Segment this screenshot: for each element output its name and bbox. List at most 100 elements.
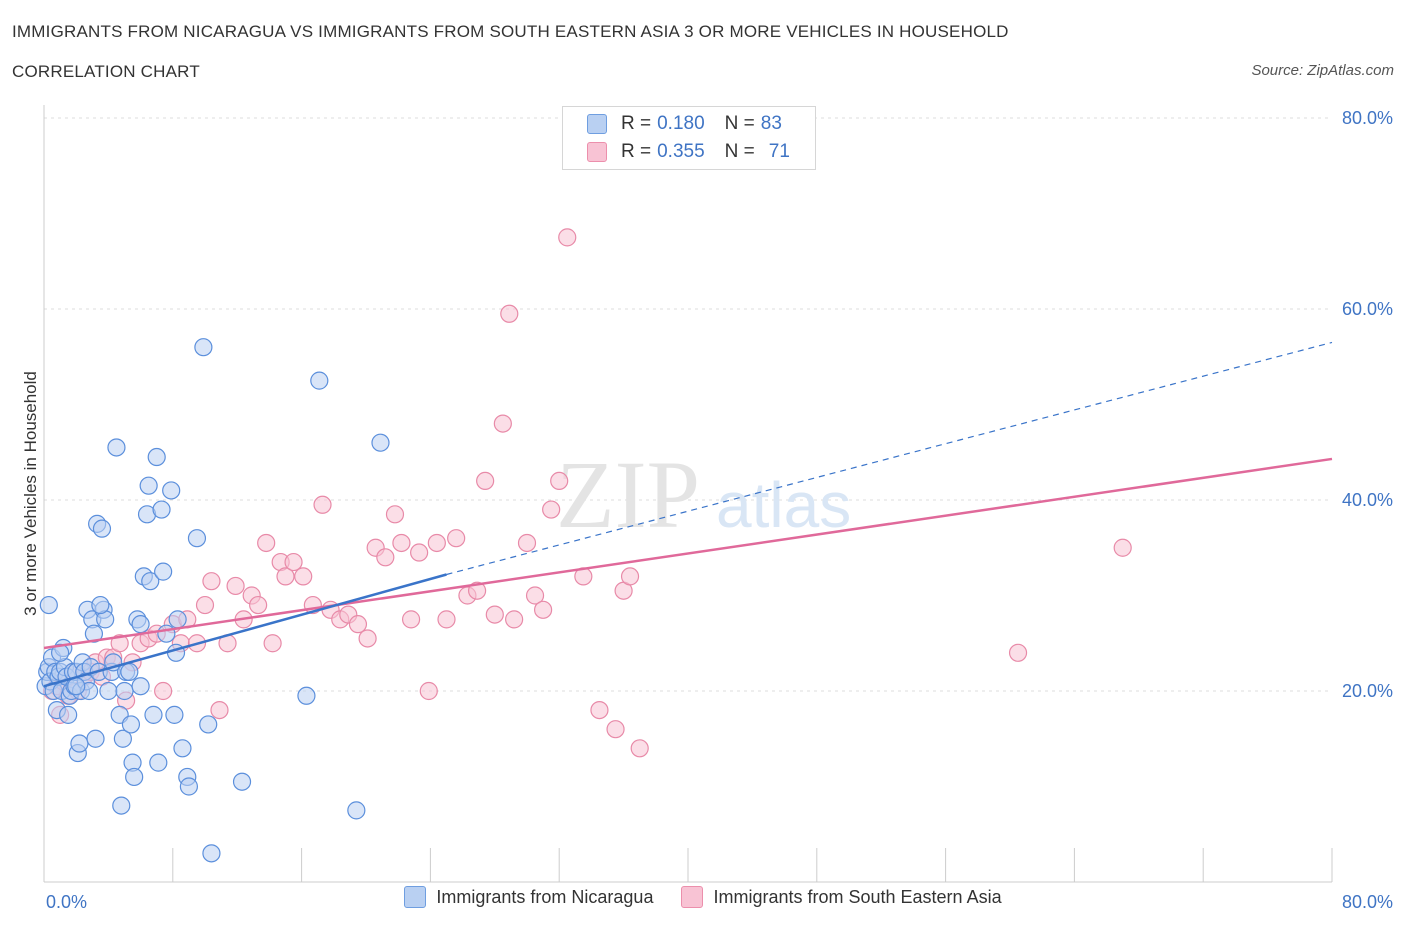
stats-legend: R = 0.180 N = 83 R = 0.355 N = 71 <box>562 106 816 170</box>
data-point[interactable] <box>1008 643 1028 662</box>
data-point[interactable] <box>147 447 166 467</box>
data-point[interactable] <box>232 772 252 791</box>
data-point[interactable] <box>476 471 495 490</box>
data-point[interactable] <box>120 662 139 682</box>
data-point[interactable] <box>154 681 173 701</box>
data-point[interactable] <box>467 581 487 600</box>
data-point[interactable] <box>419 681 438 701</box>
data-point[interactable] <box>67 677 86 696</box>
data-point[interactable] <box>91 595 110 615</box>
data-point[interactable] <box>154 562 173 581</box>
data-point[interactable] <box>99 681 118 701</box>
data-point[interactable] <box>59 705 78 724</box>
data-point[interactable] <box>39 595 58 615</box>
data-point[interactable] <box>525 586 545 605</box>
data-point[interactable] <box>1113 538 1132 557</box>
data-point[interactable] <box>447 529 466 548</box>
data-point[interactable] <box>590 700 609 720</box>
data-point[interactable] <box>141 572 160 591</box>
data-point[interactable] <box>410 543 429 562</box>
legend-n-value-blue: 83 <box>760 113 782 134</box>
y-tick-labels: 20.0% 40.0% 60.0% 80.0% <box>1342 108 1393 701</box>
data-point[interactable] <box>276 567 295 586</box>
data-point[interactable] <box>257 533 276 553</box>
data-point[interactable] <box>297 686 316 705</box>
data-point[interactable] <box>112 796 131 815</box>
data-point[interactable] <box>371 433 390 452</box>
data-point[interactable] <box>558 228 577 247</box>
data-point[interactable] <box>401 610 421 629</box>
data-point[interactable] <box>179 777 198 796</box>
x-tick-label: 0.0% <box>46 892 87 912</box>
blue-series-points <box>36 338 390 863</box>
data-point[interactable] <box>70 734 89 753</box>
data-point[interactable] <box>144 705 163 724</box>
data-point[interactable] <box>202 572 221 591</box>
data-point[interactable] <box>121 715 141 734</box>
data-point[interactable] <box>202 844 221 863</box>
legend-n-label: N = <box>724 113 755 134</box>
data-point[interactable] <box>139 476 158 495</box>
data-point[interactable] <box>210 700 229 720</box>
series-legend-item-nicaragua[interactable]: Immigrants from Nicaragua <box>404 886 653 908</box>
data-point[interactable] <box>249 595 268 615</box>
data-point[interactable] <box>630 739 649 758</box>
y-tick-label: 80.0% <box>1342 108 1393 128</box>
data-point[interactable] <box>485 605 504 624</box>
data-point[interactable] <box>84 624 104 643</box>
data-point[interactable] <box>385 505 405 524</box>
data-point[interactable] <box>92 519 112 538</box>
legend-r-label: R = <box>621 113 652 134</box>
data-point[interactable] <box>606 720 625 739</box>
data-point[interactable] <box>294 567 313 586</box>
data-point[interactable] <box>131 677 150 696</box>
y-axis-label: 3 or more Vehicles in Household <box>21 371 40 616</box>
data-point[interactable] <box>263 634 282 653</box>
data-point[interactable] <box>162 481 181 500</box>
data-point[interactable] <box>187 529 207 548</box>
data-point[interactable] <box>199 715 218 734</box>
data-point[interactable] <box>194 338 213 357</box>
data-point[interactable] <box>620 567 640 586</box>
data-point[interactable] <box>195 595 215 615</box>
chart-title: IMMIGRANTS FROM NICARAGUA VS IMMIGRANTS … <box>12 22 1009 41</box>
data-point[interactable] <box>505 610 524 629</box>
legend-row-blue: R = 0.180 N = 83 <box>587 112 782 136</box>
data-point[interactable] <box>542 500 561 519</box>
data-point[interactable] <box>493 414 512 433</box>
data-point[interactable] <box>125 767 144 787</box>
data-point[interactable] <box>427 533 446 553</box>
data-point[interactable] <box>313 495 332 514</box>
data-point[interactable] <box>348 615 368 634</box>
data-point[interactable] <box>226 576 245 596</box>
data-point[interactable] <box>50 643 70 662</box>
data-point[interactable] <box>173 739 192 758</box>
series-swatch-pink <box>681 886 704 908</box>
data-point[interactable] <box>168 610 187 629</box>
data-point[interactable] <box>550 471 569 490</box>
data-point[interactable] <box>115 681 134 701</box>
data-point[interactable] <box>149 753 168 772</box>
data-point[interactable] <box>392 533 411 553</box>
data-point[interactable] <box>110 634 129 653</box>
data-point[interactable] <box>517 533 537 553</box>
data-point[interactable] <box>347 801 366 820</box>
series-legend-item-se-asia[interactable]: Immigrants from South Eastern Asia <box>681 886 1002 908</box>
data-point[interactable] <box>157 624 176 643</box>
data-point[interactable] <box>533 600 553 619</box>
data-point[interactable] <box>165 705 184 724</box>
data-point[interactable] <box>152 500 171 519</box>
data-point[interactable] <box>107 438 126 457</box>
data-point[interactable] <box>437 610 456 629</box>
data-point[interactable] <box>113 729 132 748</box>
data-point[interactable] <box>500 304 519 323</box>
data-point[interactable] <box>358 629 377 648</box>
data-point[interactable] <box>310 371 329 390</box>
data-point[interactable] <box>86 729 105 748</box>
legend-r-label: R = <box>621 141 652 162</box>
data-point[interactable] <box>284 552 303 572</box>
data-point[interactable] <box>131 615 150 634</box>
data-point[interactable] <box>376 548 395 567</box>
source-label: Source: ZipAtlas.com <box>1251 62 1394 79</box>
